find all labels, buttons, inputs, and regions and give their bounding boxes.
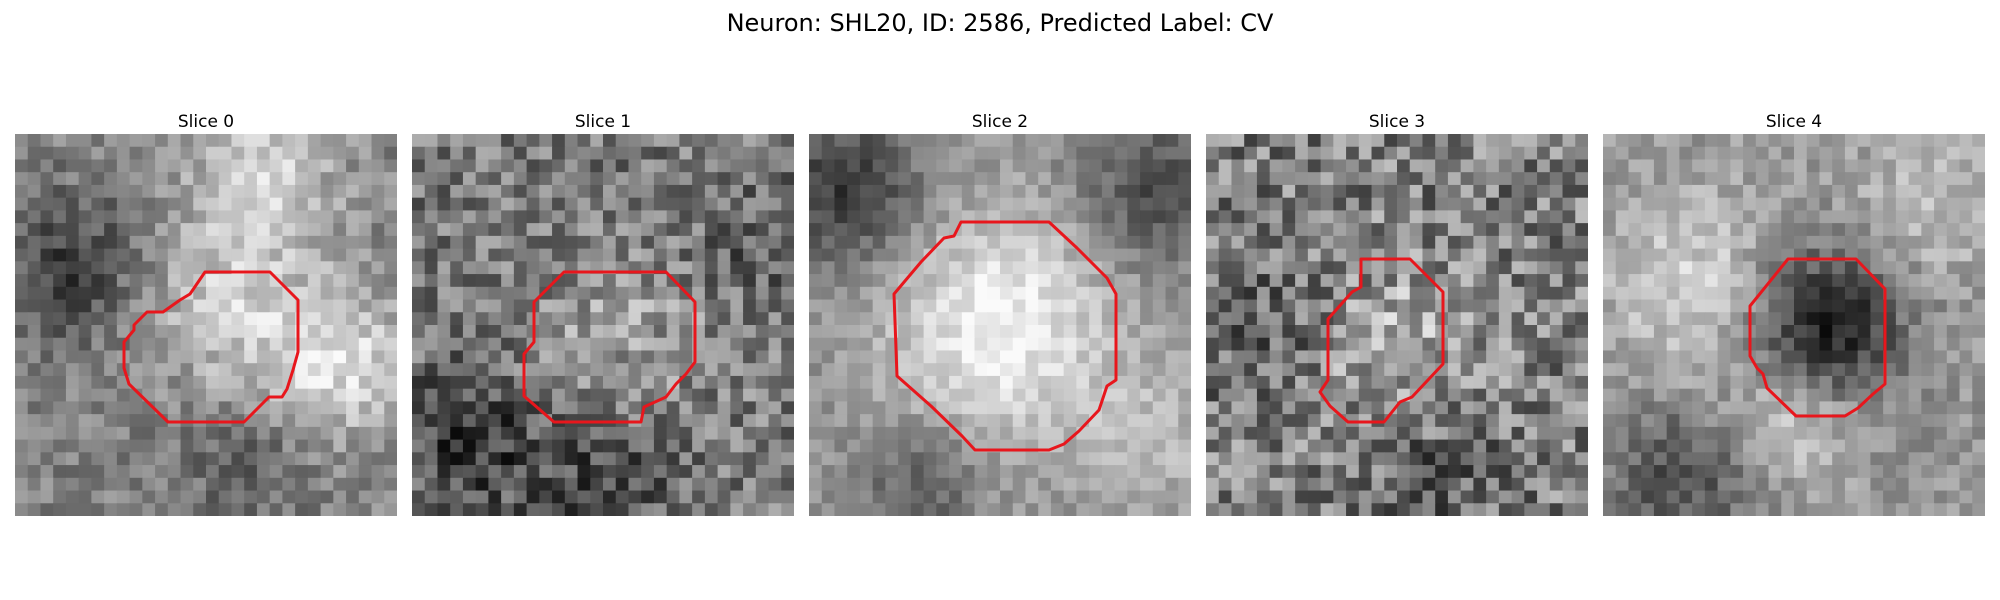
slice-title: Slice 4 xyxy=(1765,112,1823,132)
slice-title: Slice 0 xyxy=(177,112,235,132)
slice-image xyxy=(809,134,1191,516)
slice-panel-4: Slice 4 xyxy=(1603,112,1985,516)
slice-title: Slice 3 xyxy=(1368,112,1426,132)
slice-image xyxy=(412,134,794,516)
segmentation-contour xyxy=(892,220,1118,452)
segmentation-contour xyxy=(1748,257,1887,418)
slice-title: Slice 1 xyxy=(574,112,632,132)
slice-image xyxy=(15,134,397,516)
slice-panel-2: Slice 2 xyxy=(809,112,1191,516)
grayscale-pixels xyxy=(1206,134,1588,516)
slice-image xyxy=(1206,134,1588,516)
grayscale-pixels xyxy=(15,134,397,516)
slice-panel-1: Slice 1 xyxy=(412,112,794,516)
slice-title: Slice 2 xyxy=(971,112,1029,132)
grayscale-pixels xyxy=(412,134,794,516)
grayscale-pixels xyxy=(809,134,1191,516)
segmentation-contour xyxy=(1318,257,1445,424)
slice-panel-0: Slice 0 xyxy=(15,112,397,516)
segmentation-contour xyxy=(522,270,697,424)
slice-panel-3: Slice 3 xyxy=(1206,112,1588,516)
grayscale-pixels xyxy=(1603,134,1985,516)
slice-image xyxy=(1603,134,1985,516)
figure-title: Neuron: SHL20, ID: 2586, Predicted Label… xyxy=(726,9,1274,37)
segmentation-contour xyxy=(122,270,300,424)
